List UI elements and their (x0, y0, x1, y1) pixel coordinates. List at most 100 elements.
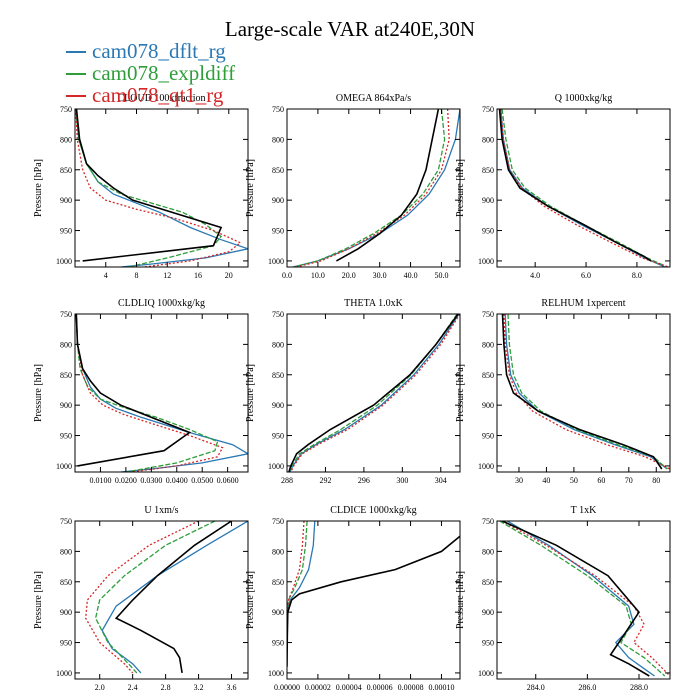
y-tick-label: 800 (60, 135, 72, 144)
x-tick-label: 304 (435, 476, 447, 485)
y-tick-label: 800 (60, 340, 72, 349)
y-tick-label: 850 (272, 166, 284, 175)
x-tick-label: 80 (652, 476, 660, 485)
series-line-cam078_qt1_rg (503, 314, 670, 470)
legend-swatch (66, 73, 86, 75)
plot-frame (286, 313, 461, 473)
legend-label: cam078_dflt_rg (92, 39, 226, 63)
y-tick-label: 800 (482, 135, 494, 144)
series-line-cam078_qt1_rg (296, 109, 450, 267)
series-line-reference (498, 109, 652, 262)
series-line-cam078_expldiff (499, 521, 666, 677)
series-line-cam078_qt1_rg (500, 109, 669, 267)
y-tick-label: 1000 (56, 669, 72, 678)
subplot-title: CLOUD 100xfraction (117, 93, 205, 104)
x-tick-label: 12 (163, 271, 171, 280)
x-tick-label: 0.00000 (274, 683, 300, 692)
x-tick-label: 2.4 (128, 683, 138, 692)
main-title: Large-scale VAR at240E,30N (224, 17, 476, 41)
y-tick-label: 950 (482, 639, 494, 648)
plot-frame (496, 108, 671, 268)
subplot-title: Q 1000xkg/kg (555, 93, 613, 104)
legend-label: cam078_qt1_rg (92, 83, 224, 107)
series-line-cam078_dflt_rg (289, 314, 460, 472)
x-tick-label: 70 (625, 476, 633, 485)
plot-frame (74, 520, 249, 680)
x-tick-label: 20.0 (342, 271, 356, 280)
y-tick-label: 750 (482, 310, 494, 319)
x-tick-label: 0.0600 (217, 476, 239, 485)
y-tick-label: 1000 (268, 257, 284, 266)
y-tick-label: 750 (60, 105, 72, 114)
y-tick-label: 1000 (478, 257, 494, 266)
y-tick-label: 900 (60, 608, 72, 617)
x-tick-label: 0.0300 (140, 476, 162, 485)
x-tick-label: 0.0100 (89, 476, 111, 485)
y-tick-label: 750 (60, 517, 72, 526)
y-tick-label: 950 (60, 227, 72, 236)
subplot-cldice: 750 800 850 900 950 1000 0.00000 0.00002 0.00004… (245, 505, 461, 692)
y-tick-label: 1000 (56, 257, 72, 266)
x-tick-label: 6.0 (581, 271, 591, 280)
series-line-cam078_dflt_rg (75, 314, 248, 472)
x-tick-label: 288 (281, 476, 293, 485)
y-tick-label: 900 (60, 401, 72, 410)
y-tick-label: 900 (482, 608, 494, 617)
subplot-theta: 750 800 850 900 950 1000 288 292 296 300 304 THETA … (245, 298, 461, 485)
subplot-relhum: 750 800 850 900 950 1000 30 40 50 60 70 80 RELHUM 1x… (455, 298, 671, 485)
series-line-reference (114, 521, 232, 674)
y-tick-label: 850 (482, 371, 494, 380)
series-line-cam078_expldiff (75, 314, 219, 472)
plot-frame (74, 313, 249, 473)
x-tick-label: 0.00008 (398, 683, 424, 692)
plot-frame (286, 520, 461, 680)
y-axis-label: Pressure [hPa] (245, 571, 256, 629)
x-tick-label: 286.0 (578, 683, 596, 692)
series-line-cam078_expldiff (293, 109, 446, 267)
y-tick-label: 900 (482, 401, 494, 410)
y-tick-label: 950 (272, 639, 284, 648)
x-tick-label: 8.0 (632, 271, 642, 280)
series-line-cam078_qt1_rg (75, 314, 224, 472)
subplot-title: CLDICE 1000xkg/kg (330, 505, 416, 516)
plot-frame (496, 313, 671, 473)
y-tick-label: 800 (272, 135, 284, 144)
x-tick-label: 2.8 (161, 683, 171, 692)
series-line-cam078_qt1_rg (287, 521, 305, 613)
x-tick-label: 0.0 (282, 271, 292, 280)
series-line-cam078_expldiff (501, 109, 668, 267)
x-tick-label: 300 (396, 476, 408, 485)
x-tick-label: 296 (358, 476, 370, 485)
y-tick-label: 850 (60, 166, 72, 175)
y-tick-label: 950 (482, 227, 494, 236)
x-tick-label: 16 (194, 271, 202, 280)
subplot-cloud: 750 800 850 900 950 1000 4 8 12 16 20 CLOUD 100xfra… (33, 93, 249, 280)
y-tick-label: 950 (482, 432, 494, 441)
series-line-cam078_expldiff (507, 314, 668, 470)
subplot-title: U 1xm/s (144, 505, 178, 516)
y-tick-label: 800 (60, 547, 72, 556)
series-line-reference (501, 521, 650, 677)
x-tick-label: 50 (570, 476, 578, 485)
subplot-title: T 1xK (571, 505, 597, 516)
x-tick-label: 3.6 (227, 683, 237, 692)
y-tick-label: 950 (272, 432, 284, 441)
y-tick-label: 1000 (268, 462, 284, 471)
subplot-u: 750 800 850 900 950 1000 2.0 2.4 2.8 3.2 3.6 U 1xm/… (33, 505, 249, 692)
x-tick-label: 3.2 (194, 683, 204, 692)
y-tick-label: 1000 (56, 462, 72, 471)
subplot-title: THETA 1.0xK (344, 298, 403, 309)
y-tick-label: 900 (272, 608, 284, 617)
y-tick-label: 850 (482, 166, 494, 175)
plot-frame (74, 108, 249, 268)
subplot-title: OMEGA 864xPa/s (336, 93, 411, 104)
y-axis-label: Pressure [hPa] (33, 364, 44, 422)
x-tick-label: 40 (542, 476, 550, 485)
y-axis-label: Pressure [hPa] (455, 364, 466, 422)
y-tick-label: 800 (482, 340, 494, 349)
x-tick-label: 60 (597, 476, 605, 485)
x-tick-label: 30.0 (373, 271, 387, 280)
y-tick-label: 850 (60, 578, 72, 587)
y-axis-label: Pressure [hPa] (33, 159, 44, 217)
